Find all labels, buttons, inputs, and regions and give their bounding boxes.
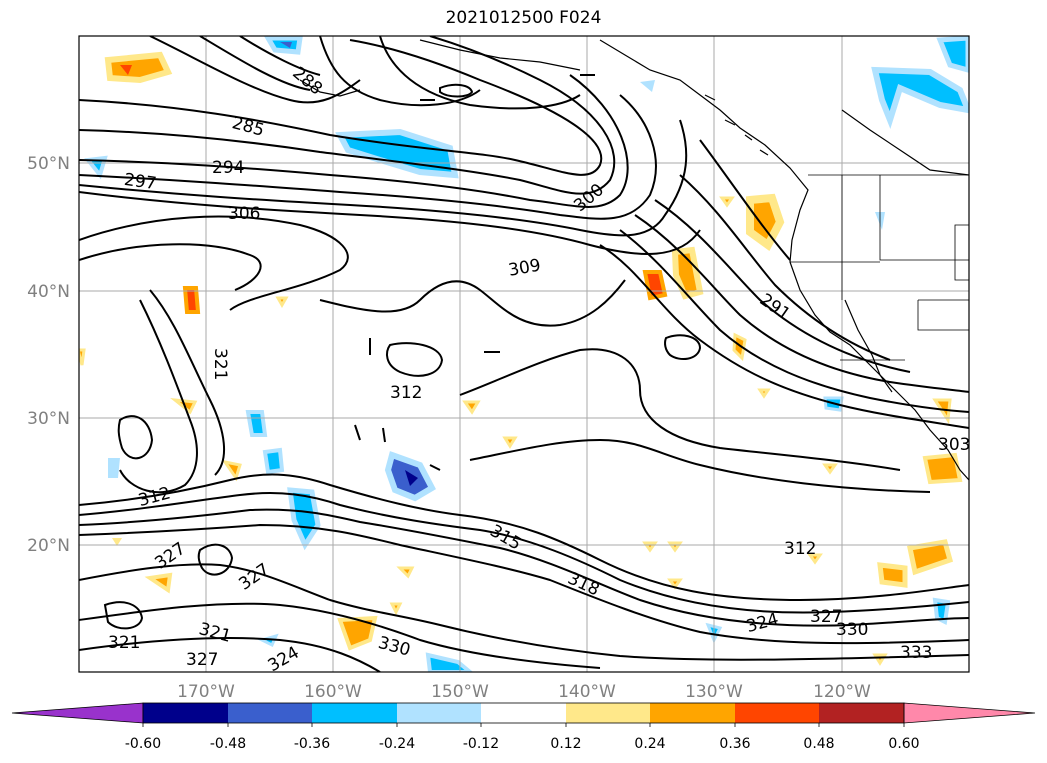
colorbar-tick-label: 0.48: [803, 736, 834, 752]
shaded-anomalies: [79, 36, 969, 672]
contours: [79, 36, 969, 672]
lon-tick-label: 130°W: [685, 682, 743, 702]
colorbar-segment: [819, 703, 904, 723]
lat-tick-label: 20°N: [27, 536, 70, 556]
colorbar: -0.60 -0.48 -0.36 -0.24 -0.12 0.12 0.24 …: [11, 702, 1036, 752]
contour-label: 327: [186, 650, 218, 670]
contour-label: 294: [212, 158, 244, 178]
contour-label: 333: [900, 643, 932, 663]
small-contours: [354, 74, 595, 471]
colorbar-segment: [735, 703, 819, 723]
colorbar-segment: [481, 703, 566, 723]
lon-tick-labels: 170°W 160°W 150°W 140°W 130°W 120°W: [177, 682, 871, 702]
lat-tick-label: 40°N: [27, 282, 70, 302]
colorbar-segment: [143, 703, 228, 723]
lat-tick-labels: 50°N 40°N 30°N 20°N: [27, 154, 70, 556]
colorbar-tick-label: -0.36: [294, 736, 330, 752]
contour-label: 327: [810, 607, 842, 627]
map-title: 2021012500 F024: [445, 8, 602, 28]
colorbar-segment: [312, 703, 397, 723]
lon-tick-label: 170°W: [177, 682, 235, 702]
contour-label: 312: [390, 383, 422, 403]
lat-tick-label: 50°N: [27, 154, 70, 174]
colorbar-segment: [566, 703, 650, 723]
lon-tick-label: 140°W: [558, 682, 616, 702]
contour-label: 306: [228, 204, 260, 224]
colorbar-tick-label: -0.60: [125, 736, 161, 752]
coastlines: [299, 39, 969, 481]
colorbar-extend-low: [11, 702, 144, 724]
colorbar-tick-label: 0.36: [719, 736, 750, 752]
colorbar-segment: [228, 703, 312, 723]
colorbar-tick-label: -0.24: [379, 736, 415, 752]
contour-label: 312: [784, 539, 816, 559]
colorbar-tick-label: -0.48: [210, 736, 246, 752]
contour-label: 330: [836, 620, 868, 640]
colorbar-segment: [397, 703, 481, 723]
plot-border: [78, 35, 970, 673]
lon-tick-label: 120°W: [813, 682, 871, 702]
colorbar-ticks: -0.60 -0.48 -0.36 -0.24 -0.12 0.12 0.24 …: [125, 723, 920, 752]
colorbar-tick-label: 0.60: [888, 736, 919, 752]
contour-label: 321: [210, 348, 230, 380]
colorbar-tick-label: -0.12: [463, 736, 499, 752]
lat-tick-label: 30°N: [27, 409, 70, 429]
contour-label: 321: [108, 633, 140, 653]
colorbar-segment: [650, 703, 735, 723]
contour-label: 303: [938, 435, 970, 455]
lon-tick-label: 160°W: [304, 682, 362, 702]
colorbar-extend-high: [903, 702, 1036, 724]
contour-label: 297: [123, 170, 158, 194]
colorbar-tick-label: 0.24: [634, 736, 665, 752]
colorbar-tick-label: 0.12: [550, 736, 581, 752]
lon-tick-label: 150°W: [431, 682, 489, 702]
